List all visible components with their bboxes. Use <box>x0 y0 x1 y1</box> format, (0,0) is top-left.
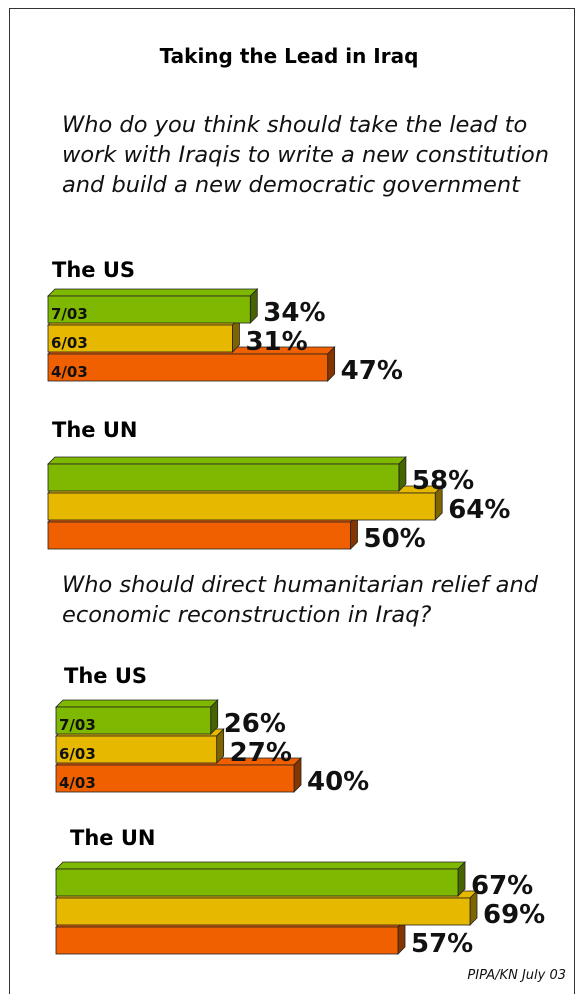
group-label-q1-us: The US <box>52 258 136 282</box>
bar-q1-us-4-03-value-label: 47% <box>341 356 403 386</box>
bar-q2-us-4-03-date-label: 4/03 <box>59 774 96 792</box>
bar-q1-us-6-03-value-label: 31% <box>245 327 307 357</box>
chart-title: Taking the Lead in Iraq <box>159 44 419 68</box>
bar-q1-us-4-03-date-label: 4/03 <box>51 363 88 381</box>
bar-q2-un-7-03-top <box>55 861 466 870</box>
bar-q2-un-7-03 <box>55 868 459 897</box>
source-note: PIPA/KN July 03 <box>467 968 566 983</box>
bar-q2-us-7-03-date-label: 7/03 <box>59 716 96 734</box>
bar-q2-us-6-03-value-label: 27% <box>230 738 292 768</box>
bar-q1-un-6-03 <box>47 492 436 521</box>
bar-q2-un-4-03 <box>55 926 399 955</box>
bar-q2-us-4-03-value-label: 40% <box>307 767 369 797</box>
bar-q2-us-6-03-date-label: 6/03 <box>59 745 96 763</box>
bar-q1-un-4-03 <box>47 521 351 550</box>
bar-q2-un-7-03-value-label: 67% <box>471 871 533 901</box>
group-label-q2-us: The US <box>64 664 148 688</box>
bar-q2-un-6-03-value-label: 69% <box>483 900 545 930</box>
bar-q1-un-7-03-top <box>47 456 407 465</box>
bar-q1-un-7-03 <box>47 463 400 492</box>
bar-q2-un-6-03 <box>55 897 471 926</box>
bar-q2-us-4-03 <box>55 764 295 793</box>
bar-q2-un-4-03-value-label: 57% <box>411 929 473 959</box>
bar-q1-un-6-03-value-label: 64% <box>448 495 510 525</box>
bar-q2-us-6-03 <box>55 735 218 764</box>
bar-q1-un-7-03-value-label: 58% <box>412 466 474 496</box>
bar-q1-un-4-03-value-label: 50% <box>364 524 426 554</box>
group-label-q2-un: The UN <box>70 826 156 850</box>
bar-q2-us-7-03-value-label: 26% <box>224 709 286 739</box>
bar-q2-us-7-03-top <box>55 699 219 708</box>
question-1: Who do you think should take the lead to… <box>62 112 550 198</box>
chart-frame <box>9 8 575 994</box>
bar-q1-us-7-03-value-label: 34% <box>263 298 325 328</box>
bar-q1-us-6-03-date-label: 6/03 <box>51 334 88 352</box>
question-2: Who should direct humanitarian relief an… <box>62 572 538 628</box>
bar-q2-us-7-03 <box>55 706 212 735</box>
bar-q1-us-7-03 <box>47 295 251 324</box>
bar-q1-us-7-03-date-label: 7/03 <box>51 305 88 323</box>
group-label-q1-un: The UN <box>52 418 138 442</box>
bar-q1-us-4-03 <box>47 353 329 382</box>
bar-q1-us-7-03-top <box>47 288 259 297</box>
bar-q1-us-6-03 <box>47 324 233 353</box>
